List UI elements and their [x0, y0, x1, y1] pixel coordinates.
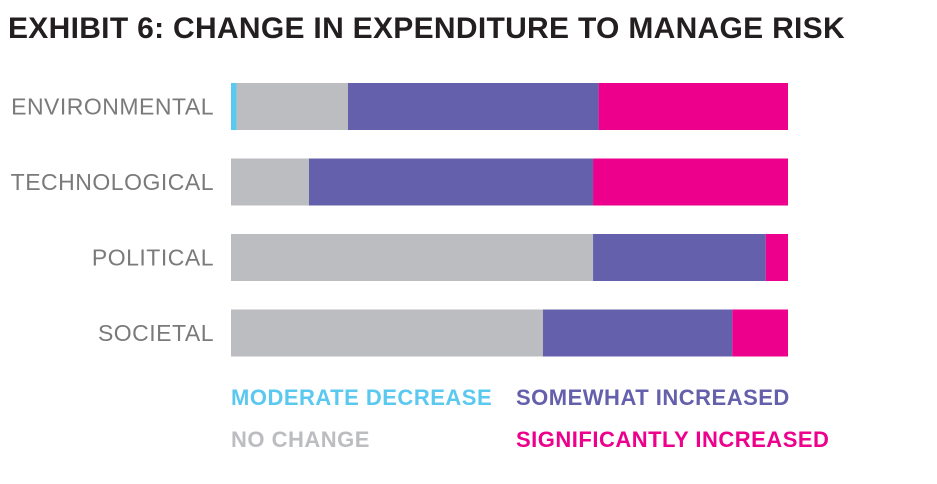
bar-environmental-moderate-decrease [231, 83, 237, 130]
bar-political-significantly-increased [765, 234, 788, 281]
category-label-political: POLITICAL [92, 245, 214, 271]
bar-societal-no-change [231, 309, 543, 357]
legend-item-moderate-decrease: MODERATE DECREASE [231, 385, 492, 410]
bar-political-no-change [231, 234, 594, 281]
legend-item-no-change: NO CHANGE [231, 427, 370, 452]
category-label-technological: TECHNOLOGICAL [11, 169, 214, 195]
chart-title: EXHIBIT 6: CHANGE IN EXPENDITURE TO MANA… [8, 12, 845, 45]
bar-political-somewhat-increased [593, 234, 766, 281]
bar-environmental-somewhat-increased [347, 83, 599, 130]
category-label-environmental: ENVIRONMENTAL [11, 94, 214, 120]
bar-environmental-no-change [236, 83, 348, 130]
bar-technological-no-change [231, 158, 309, 206]
bar-technological-somewhat-increased [308, 158, 594, 206]
bar-environmental-significantly-increased [598, 83, 788, 130]
bar-societal-significantly-increased [732, 309, 788, 357]
bar-technological-significantly-increased [593, 158, 788, 206]
legend-item-somewhat-increased: SOMEWHAT INCREASED [516, 385, 790, 410]
category-label-societal: SOCIETAL [98, 320, 214, 346]
bar-societal-somewhat-increased [542, 309, 733, 357]
legend-item-significantly-increased: SIGNIFICANTLY INCREASED [516, 427, 829, 452]
